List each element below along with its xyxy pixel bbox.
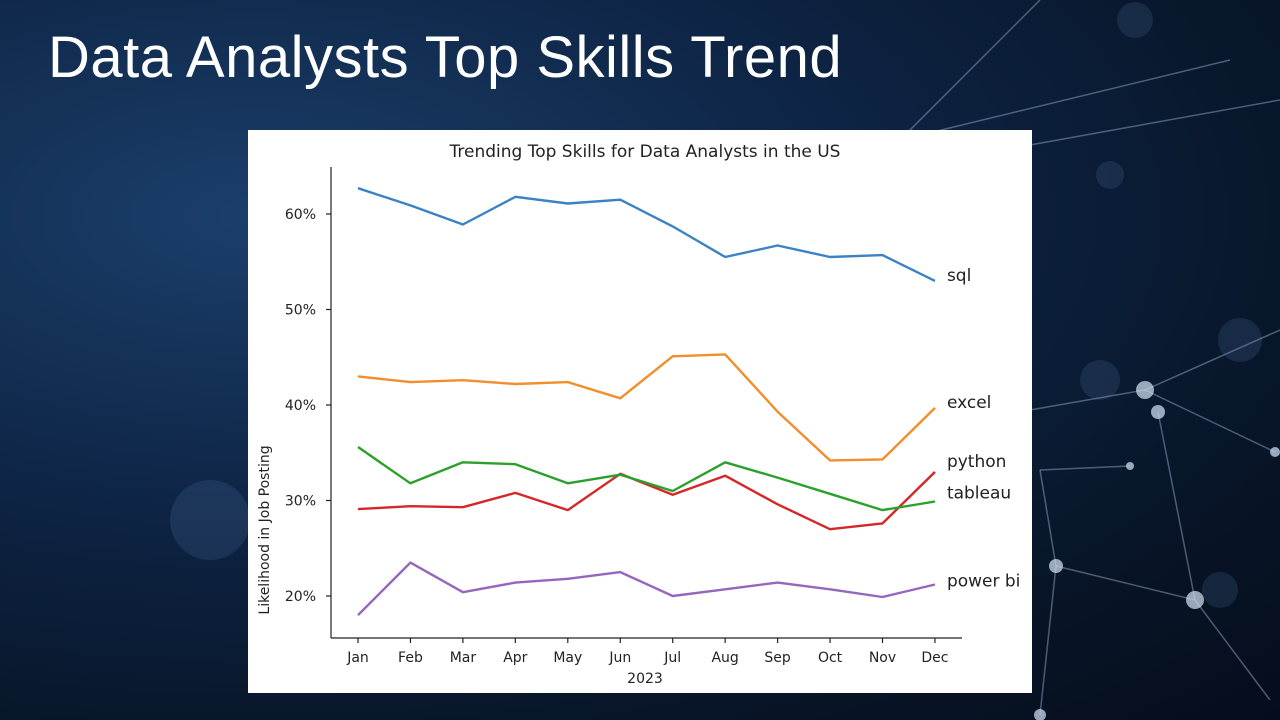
x-tick-label: Dec <box>921 650 948 666</box>
series-label-excel: excel <box>947 393 991 413</box>
y-tick-label: 20% <box>285 589 316 605</box>
series-label-sql: sql <box>947 266 971 286</box>
y-axis-label: Likelihood in Job Posting <box>257 445 273 614</box>
y-tick-label: 40% <box>285 398 316 414</box>
x-tick-label: Jul <box>663 650 681 666</box>
x-tick-label: Feb <box>398 650 423 666</box>
line-chart: Trending Top Skills for Data Analysts in… <box>257 142 1020 687</box>
x-tick-label: Jun <box>608 650 631 666</box>
x-tick-label: Jan <box>346 650 369 666</box>
y-tick-label: 30% <box>285 494 316 510</box>
slide-title: Data Analysts Top Skills Trend <box>48 25 843 90</box>
series-line-power-bi <box>357 561 936 616</box>
series-line-tableau <box>357 446 936 512</box>
series-lines <box>357 187 936 616</box>
series-line-python <box>357 471 936 531</box>
series-label-power-bi: power bi <box>947 572 1020 592</box>
x-tick-label: Mar <box>450 650 477 666</box>
x-tick-label: Oct <box>818 650 843 666</box>
series-label-python: python <box>947 452 1006 472</box>
chart-card: Trending Top Skills for Data Analysts in… <box>248 130 1032 693</box>
chart-title: Trending Top Skills for Data Analysts in… <box>449 142 841 162</box>
series-end-labels: sql excel python tableau power bi <box>947 266 1020 592</box>
axis-ticks: 20% 30% 40% 50% 60% Jan Feb Mar Apr May Jun Jul Aug S… <box>285 207 949 666</box>
x-tick-label: Aug <box>711 650 738 666</box>
x-tick-label: Apr <box>503 650 527 666</box>
series-line-excel <box>357 353 936 462</box>
series-line-sql <box>357 187 936 282</box>
x-tick-label: May <box>553 650 582 666</box>
y-tick-label: 50% <box>285 303 316 319</box>
series-label-tableau: tableau <box>947 483 1011 503</box>
y-tick-label: 60% <box>285 207 316 223</box>
x-axis-label: 2023 <box>627 671 663 687</box>
x-tick-label: Nov <box>869 650 896 666</box>
x-tick-label: Sep <box>764 650 791 666</box>
